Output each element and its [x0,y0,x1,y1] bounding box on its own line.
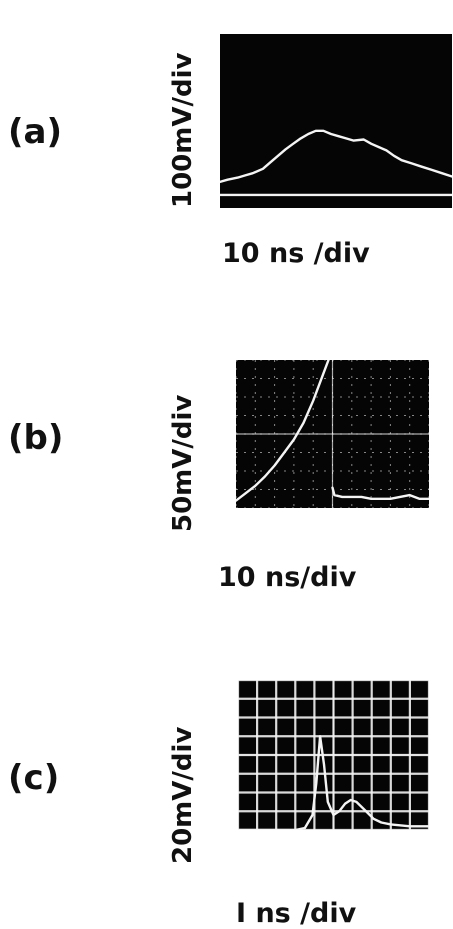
panel-b-y-axis-label: 50mV/div [168,394,198,532]
panel-c-y-axis-label: 20mV/div [168,726,198,864]
panel-c-x-axis-label: I ns /div [236,898,357,929]
trace-series-0 [238,735,429,830]
panel-a-label: (a) [8,112,63,152]
scope-a-plot [220,34,452,208]
scope-c-plot [238,680,429,830]
scope-screen [220,34,452,208]
panel-c-label: (c) [8,758,60,798]
trace-series-0 [220,129,452,184]
panel-a-y-axis-label: 100mV/div [168,52,198,208]
scope-b-plot [236,360,429,508]
panel-a-x-axis-label: 10 ns /div [222,238,370,269]
panel-b-label: (b) [8,418,64,458]
trace-series-1 [331,486,429,501]
panel-b-x-axis-label: 10 ns/div [218,562,357,593]
trace-series-0 [236,360,330,502]
